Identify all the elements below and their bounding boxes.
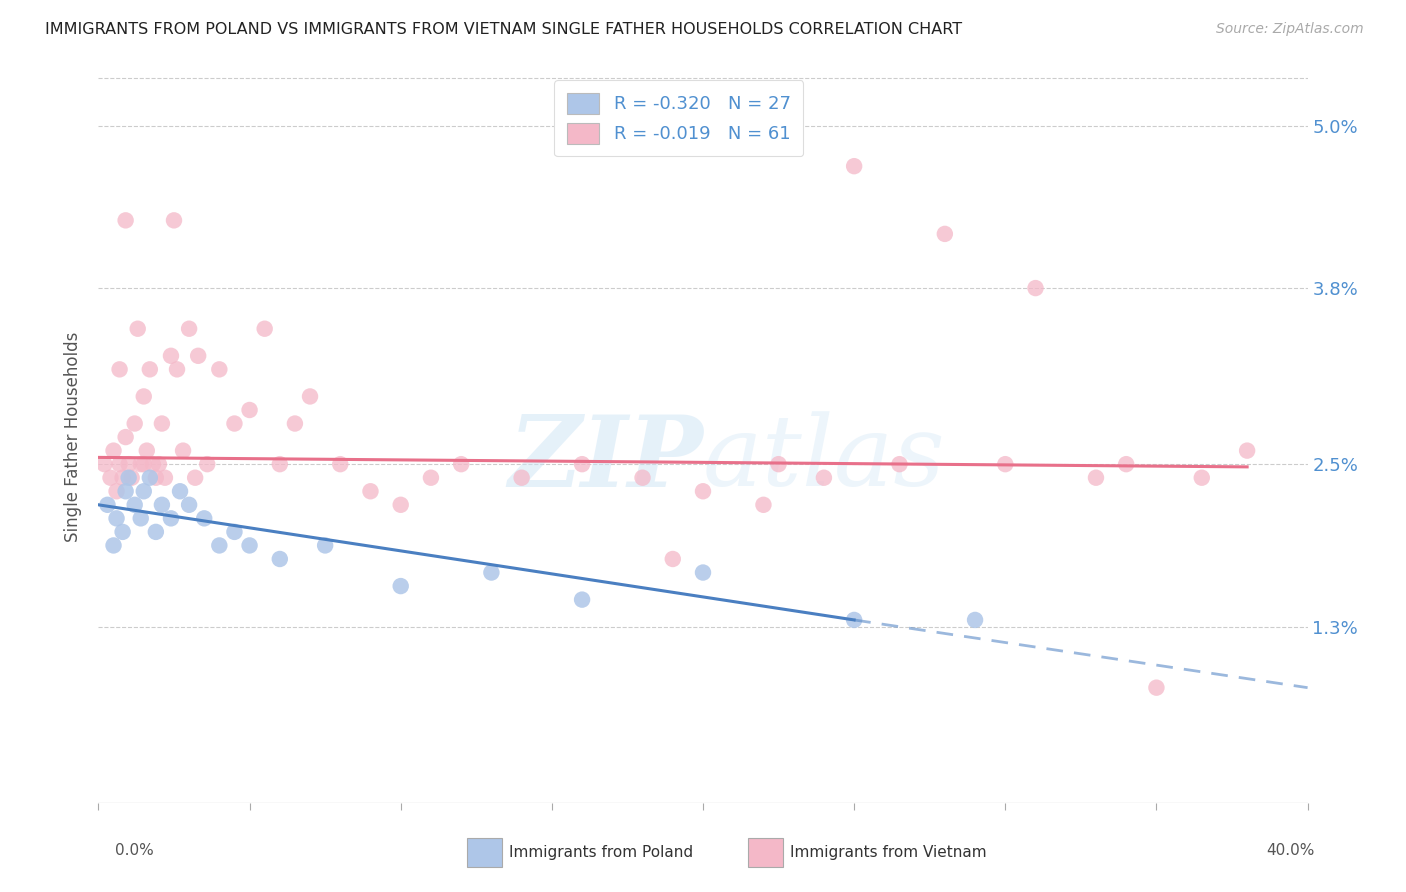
Point (160, 349, 183, 363)
Point (163, 213, 186, 227)
Legend: R = -0.320   N = 27, R = -0.019   N = 61: R = -0.320 N = 27, R = -0.019 N = 61 (554, 80, 803, 156)
Point (299, 389, 322, 403)
Point (187, 349, 209, 363)
Point (114, 213, 136, 227)
Point (389, 498, 412, 512)
Point (121, 471, 143, 485)
Point (105, 511, 128, 525)
Point (139, 471, 162, 485)
Point (239, 538, 262, 552)
Point (1191, 471, 1213, 485)
Point (994, 457, 1017, 471)
Point (1236, 443, 1258, 458)
Point (145, 524, 167, 539)
Point (193, 511, 215, 525)
Point (450, 457, 472, 471)
Point (934, 227, 956, 241)
Point (111, 524, 134, 539)
Point (571, 457, 593, 471)
Point (889, 457, 911, 471)
Point (844, 613, 866, 627)
Text: 0.0%: 0.0% (115, 843, 155, 858)
Point (124, 498, 146, 512)
Point (195, 457, 218, 471)
Text: Immigrants from Poland: Immigrants from Poland (509, 846, 693, 860)
Point (1146, 681, 1168, 695)
Text: IMMIGRANTS FROM POLAND VS IMMIGRANTS FROM VIETNAM SINGLE FATHER HOUSEHOLDS CORRE: IMMIGRANTS FROM POLAND VS IMMIGRANTS FRO… (45, 22, 962, 37)
Point (114, 430, 136, 444)
Point (132, 484, 155, 499)
Point (1024, 281, 1046, 295)
Point (153, 471, 176, 485)
Point (768, 457, 790, 471)
Point (142, 457, 165, 471)
Point (124, 417, 146, 431)
Point (129, 457, 152, 471)
Text: Immigrants from Vietnam: Immigrants from Vietnam (790, 846, 987, 860)
Point (224, 417, 246, 431)
Point (314, 538, 336, 552)
Point (752, 498, 775, 512)
Point (571, 592, 593, 607)
Point (239, 403, 262, 417)
Point (150, 498, 173, 512)
Point (160, 511, 183, 525)
Point (389, 579, 412, 593)
Point (631, 471, 654, 485)
Point (208, 362, 231, 376)
Point (661, 552, 683, 566)
Point (108, 457, 131, 471)
Point (692, 484, 714, 499)
Point (1085, 471, 1108, 485)
Point (481, 566, 503, 580)
Point (329, 457, 352, 471)
Point (118, 471, 141, 485)
Point (179, 498, 201, 512)
Text: Source: ZipAtlas.com: Source: ZipAtlas.com (1216, 22, 1364, 37)
Point (111, 471, 134, 485)
Point (114, 484, 136, 499)
Point (692, 566, 714, 580)
Text: 40.0%: 40.0% (1267, 843, 1315, 858)
Text: atlas: atlas (703, 411, 946, 507)
Point (93, 457, 115, 471)
Point (118, 457, 141, 471)
Point (510, 471, 533, 485)
Point (166, 362, 188, 376)
Y-axis label: Single Father Households: Single Father Households (65, 332, 83, 542)
Point (208, 538, 231, 552)
Point (127, 322, 149, 336)
Point (129, 511, 152, 525)
Point (103, 443, 125, 458)
Point (150, 417, 173, 431)
Point (132, 457, 155, 471)
Point (965, 613, 987, 627)
Point (179, 322, 201, 336)
Point (813, 471, 835, 485)
Point (169, 484, 191, 499)
Point (100, 471, 122, 485)
Point (105, 484, 128, 499)
Point (184, 471, 207, 485)
Point (360, 484, 382, 499)
Point (135, 443, 157, 458)
Point (269, 457, 291, 471)
Point (224, 524, 246, 539)
Point (103, 538, 125, 552)
Point (108, 362, 131, 376)
Point (132, 389, 155, 403)
Point (96, 498, 118, 512)
Point (844, 159, 866, 173)
Point (253, 322, 276, 336)
Point (139, 362, 162, 376)
Point (269, 552, 291, 566)
Point (1115, 457, 1137, 471)
Point (145, 471, 167, 485)
Text: ZIP: ZIP (508, 411, 703, 508)
Point (172, 443, 194, 458)
Point (148, 457, 170, 471)
Point (284, 417, 307, 431)
Point (420, 471, 443, 485)
